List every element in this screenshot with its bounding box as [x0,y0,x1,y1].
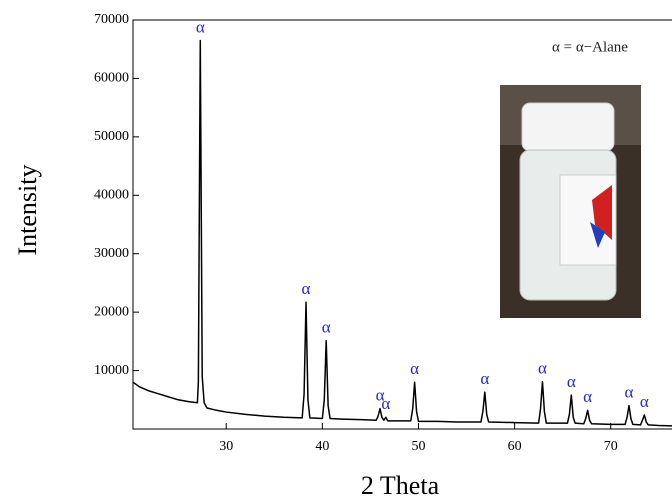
peak-label: α [381,394,390,413]
y-tick-label: 10000 [94,363,129,378]
peak-label: α [538,359,547,378]
legend-note: α = α−Alane [552,39,628,55]
y-tick-label: 50000 [94,129,129,144]
y-axis-label: Intensity [13,165,42,256]
x-tick-label: 70 [604,439,618,454]
x-tick-label: 50 [411,439,425,454]
peak-label: α [196,17,205,36]
peak-label: α [583,387,592,406]
y-tick-label: 40000 [94,188,129,203]
data-line [132,39,672,427]
peak-label: α [302,279,311,298]
peak-label: α [640,392,649,411]
x-tick-label: 40 [315,439,329,454]
x-tick-label: 60 [508,439,522,454]
plot-frame [132,19,672,430]
y-tick-label: 30000 [94,246,129,261]
x-tick-label: 30 [219,439,233,454]
peak-label: α [567,372,576,391]
peak-label: α [480,369,489,388]
peak-label: α [322,318,331,337]
peak-label: α [410,359,419,378]
y-tick-label: 60000 [94,71,129,86]
x-axis-label: 2 Theta [361,471,440,500]
peak-label: α [625,383,634,402]
y-tick-label: 70000 [94,12,129,27]
inset-photo [500,85,641,318]
peak-label: α [376,385,385,404]
y-tick-label: 20000 [94,304,129,319]
